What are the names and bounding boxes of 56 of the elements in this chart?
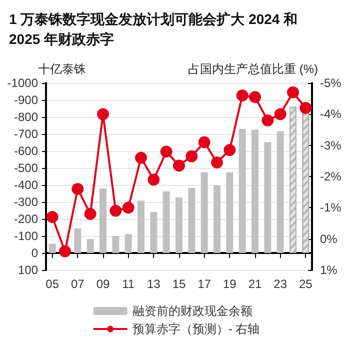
y-tick-label: 100	[18, 263, 38, 277]
legend-label: 融资前的财政现金余额	[132, 304, 252, 318]
y2-tick-label: 0%	[320, 232, 338, 246]
point	[224, 144, 236, 156]
x-tick-label: 21	[248, 277, 262, 291]
y-axis-title: 十亿泰铢	[38, 62, 86, 76]
y-tick-label: -500	[14, 161, 38, 175]
y-tick-label: -100	[14, 229, 38, 243]
y2-tick-label: -2%	[320, 170, 342, 184]
y-tick-label: -200	[14, 212, 38, 226]
y2-axis-title: 占国内生产总值比重 (%)	[188, 62, 318, 76]
point	[287, 86, 299, 98]
point	[186, 150, 198, 162]
y2-tick-label: -4%	[320, 107, 342, 122]
point	[300, 102, 312, 114]
point	[110, 204, 122, 217]
point	[211, 156, 223, 168]
point	[97, 108, 109, 120]
point	[46, 211, 58, 224]
x-tick-label: 17	[198, 277, 212, 291]
point	[160, 146, 172, 158]
y2-tick-label: -5%	[320, 76, 342, 90]
point	[72, 182, 84, 195]
y-tick-label: -400	[14, 178, 38, 192]
point	[148, 174, 160, 186]
point	[122, 202, 134, 214]
y-tick-label: -300	[14, 195, 38, 209]
y-tick-label: -800	[14, 110, 38, 124]
point	[59, 245, 71, 258]
legend-label: 预算赤字（预测）- 右轴	[132, 322, 260, 336]
point	[236, 89, 248, 102]
y2-tick-label: -1%	[320, 200, 342, 215]
y-tick-label: 0	[31, 246, 38, 260]
y-tick-label: -700	[14, 127, 38, 141]
x-tick-label: 19	[222, 277, 237, 291]
y-tick-label: -900	[14, 93, 38, 107]
point	[84, 208, 96, 220]
x-tick-label: 09	[96, 277, 110, 291]
y-tick-label: -1000	[7, 76, 38, 90]
y2-tick-label: 1%	[320, 263, 338, 277]
point	[198, 136, 210, 148]
x-tick-label: 25	[298, 277, 313, 291]
point	[173, 160, 185, 172]
point	[262, 114, 274, 126]
x-tick-label: 15	[172, 277, 186, 291]
point	[135, 152, 147, 164]
point	[274, 108, 286, 120]
x-tick-label: 11	[122, 277, 135, 291]
point	[249, 91, 261, 104]
y-tick-label: -600	[14, 144, 38, 158]
x-tick-label: 07	[70, 277, 85, 291]
x-tick-label: 05	[46, 277, 60, 291]
y2-tick-label: -3%	[320, 138, 342, 152]
x-tick-label: 13	[146, 277, 161, 291]
chart-title: 1 万泰铢数字现金发放计划可能会扩大 2024 和 2025 年财政赤字	[9, 11, 302, 47]
x-tick-label: 23	[274, 277, 288, 291]
